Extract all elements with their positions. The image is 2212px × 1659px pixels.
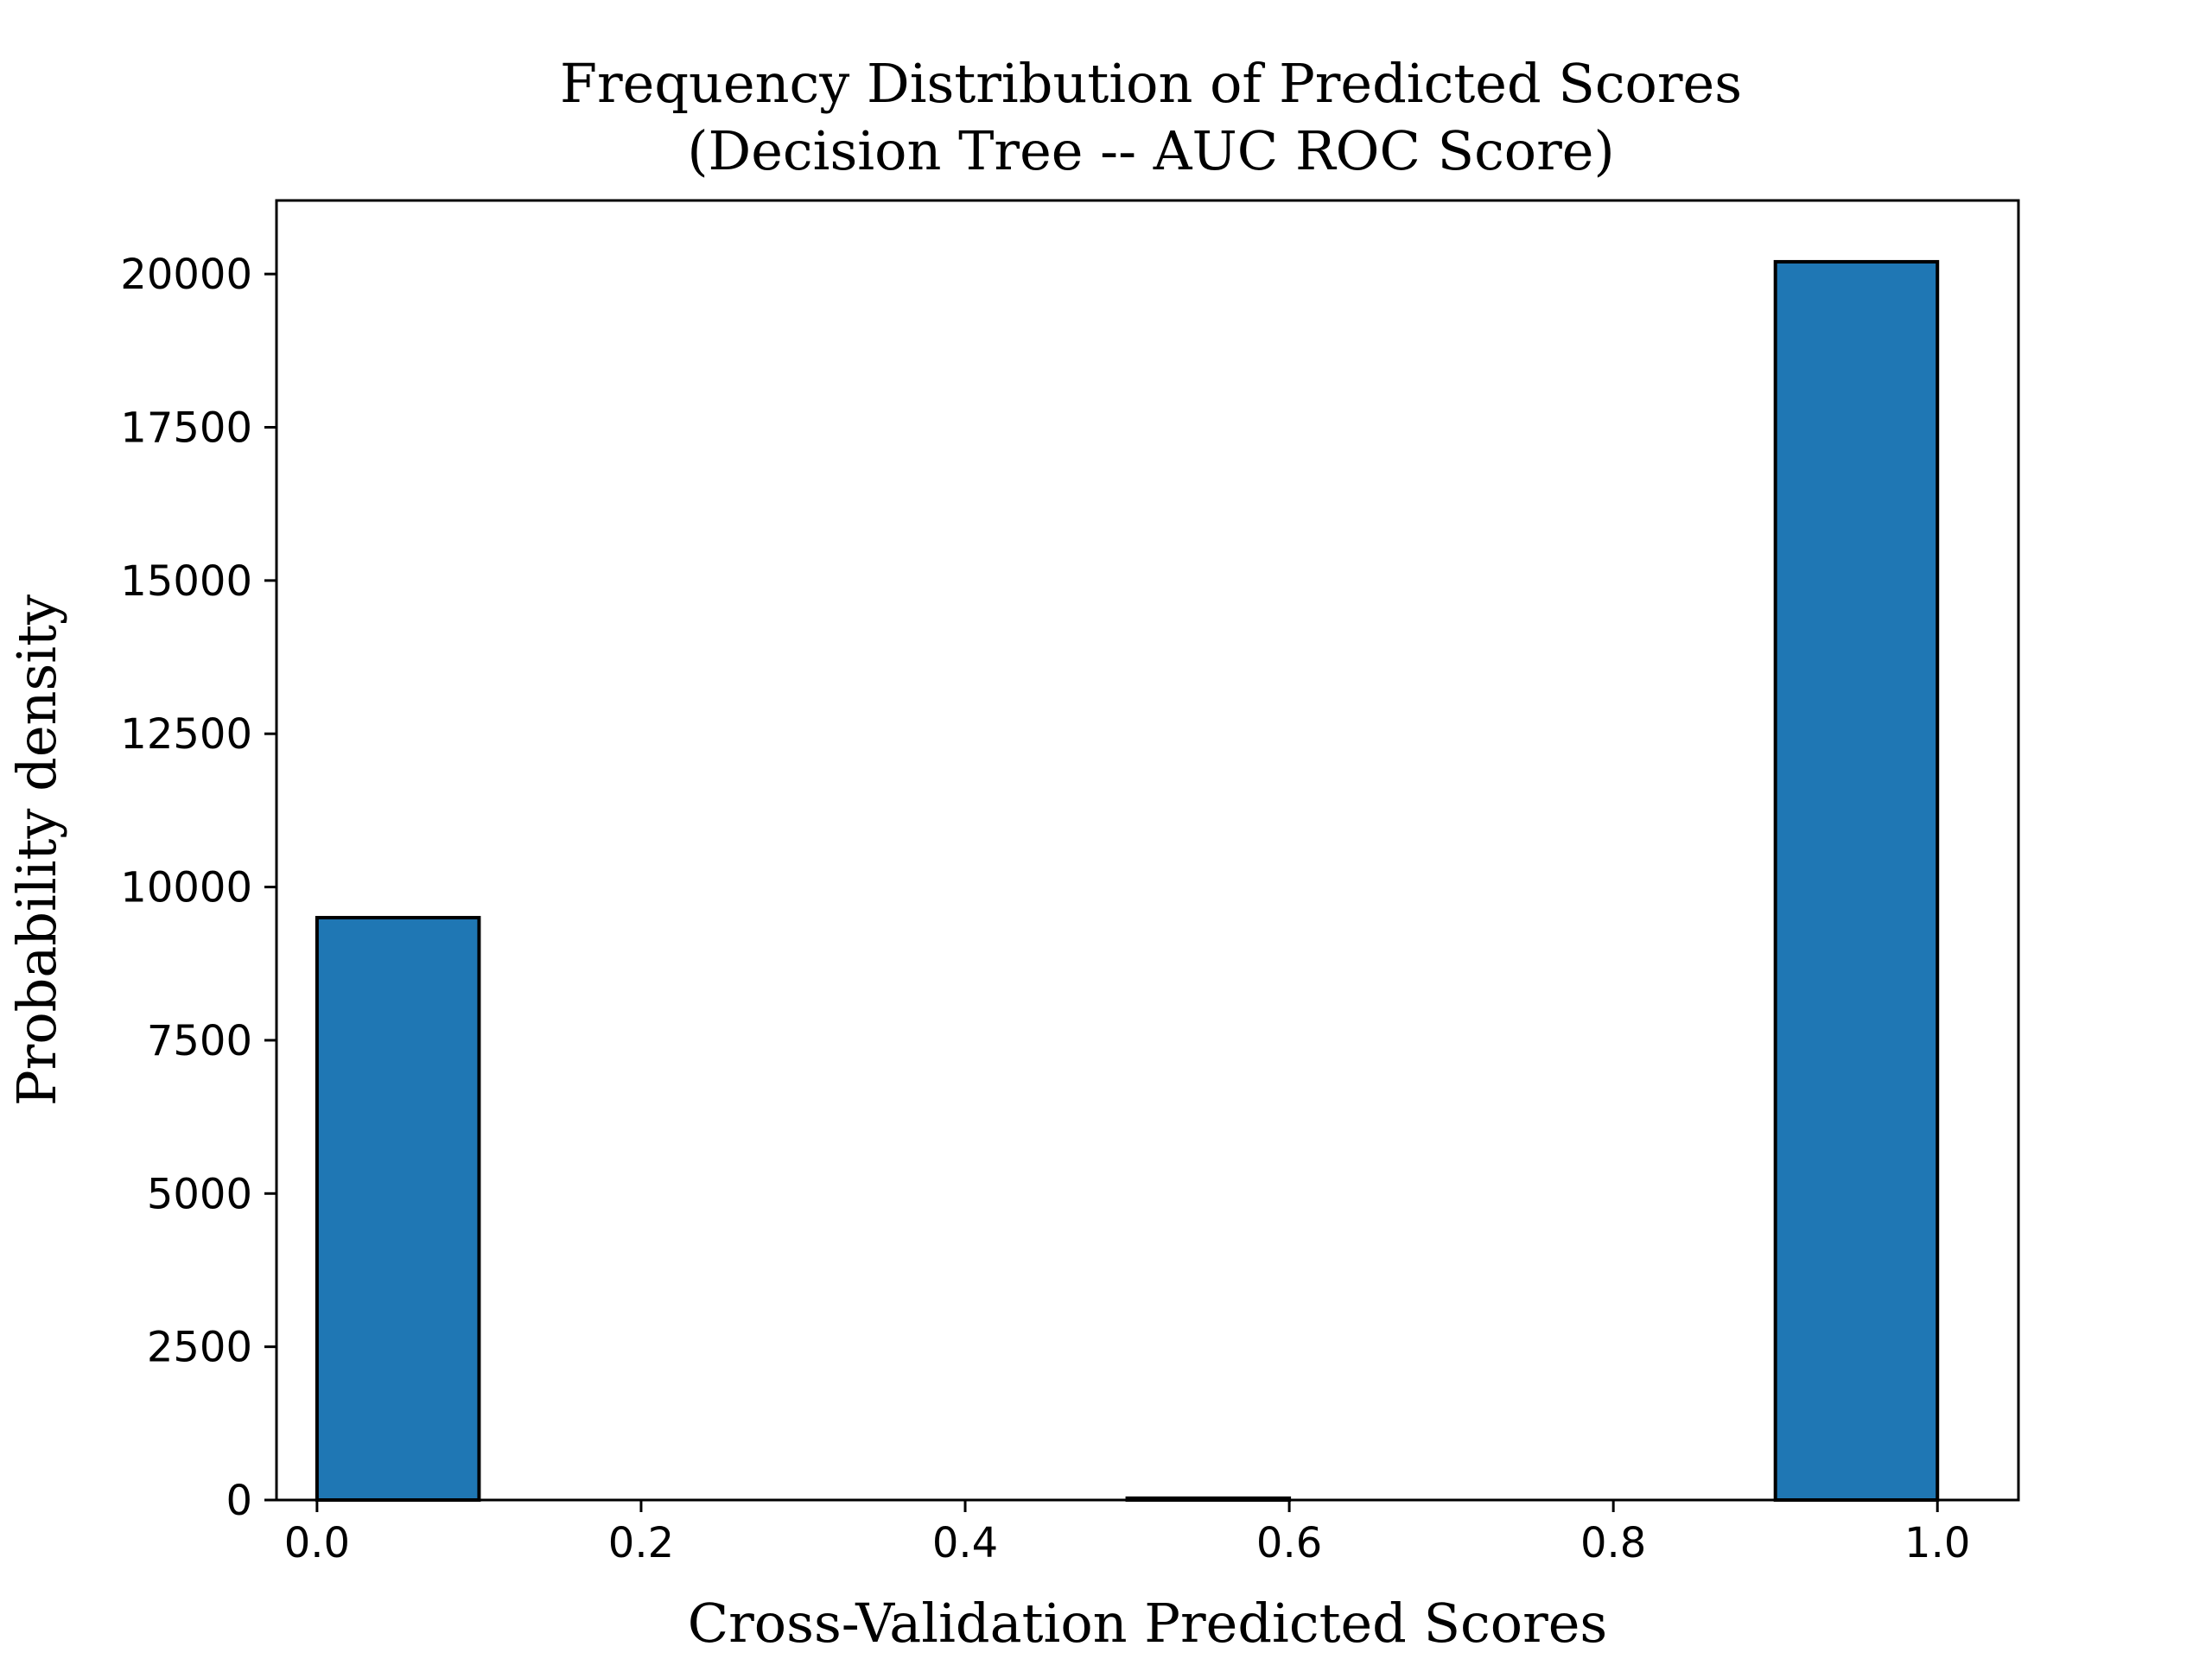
x-tick-label: 0.8 [1580, 1519, 1646, 1567]
x-tick-label: 0.4 [932, 1519, 998, 1567]
ticks-layer: 0.0 0.2 0.4 0.6 0.8 1.0 0 2500 5000 7500 10000 1250… [120, 251, 1970, 1567]
y-tick-label: 5000 [147, 1170, 252, 1218]
y-tick-label: 20000 [120, 251, 252, 299]
y-tick-label: 15000 [120, 557, 252, 606]
x-tick-label: 0.2 [608, 1519, 674, 1567]
x-tick-label: 0.6 [1256, 1519, 1322, 1567]
y-tick-label: 10000 [120, 864, 252, 912]
plot-area-frame [275, 199, 2020, 1502]
bars-layer [315, 259, 1940, 1503]
chart-subtitle: (Decision Tree -- AUC ROC Score) [687, 119, 1614, 182]
chart-title: Frequency Distribution of Predicted Scor… [560, 52, 1742, 115]
x-axis-label: Cross-Validation Predicted Scores [688, 1592, 1608, 1655]
y-tick-label: 12500 [120, 710, 252, 759]
y-tick-label: 7500 [147, 1017, 252, 1065]
y-axis-label: Probability density [5, 594, 68, 1106]
histogram-bar-9 [1773, 259, 1940, 1503]
x-tick-label: 1.0 [1904, 1519, 1970, 1567]
x-tick-label: 0.0 [284, 1519, 350, 1567]
y-tick-label: 0 [226, 1477, 252, 1525]
histogram-bar-0 [315, 916, 481, 1502]
y-tick-label: 17500 [120, 404, 252, 452]
y-tick-label: 2500 [147, 1324, 252, 1372]
